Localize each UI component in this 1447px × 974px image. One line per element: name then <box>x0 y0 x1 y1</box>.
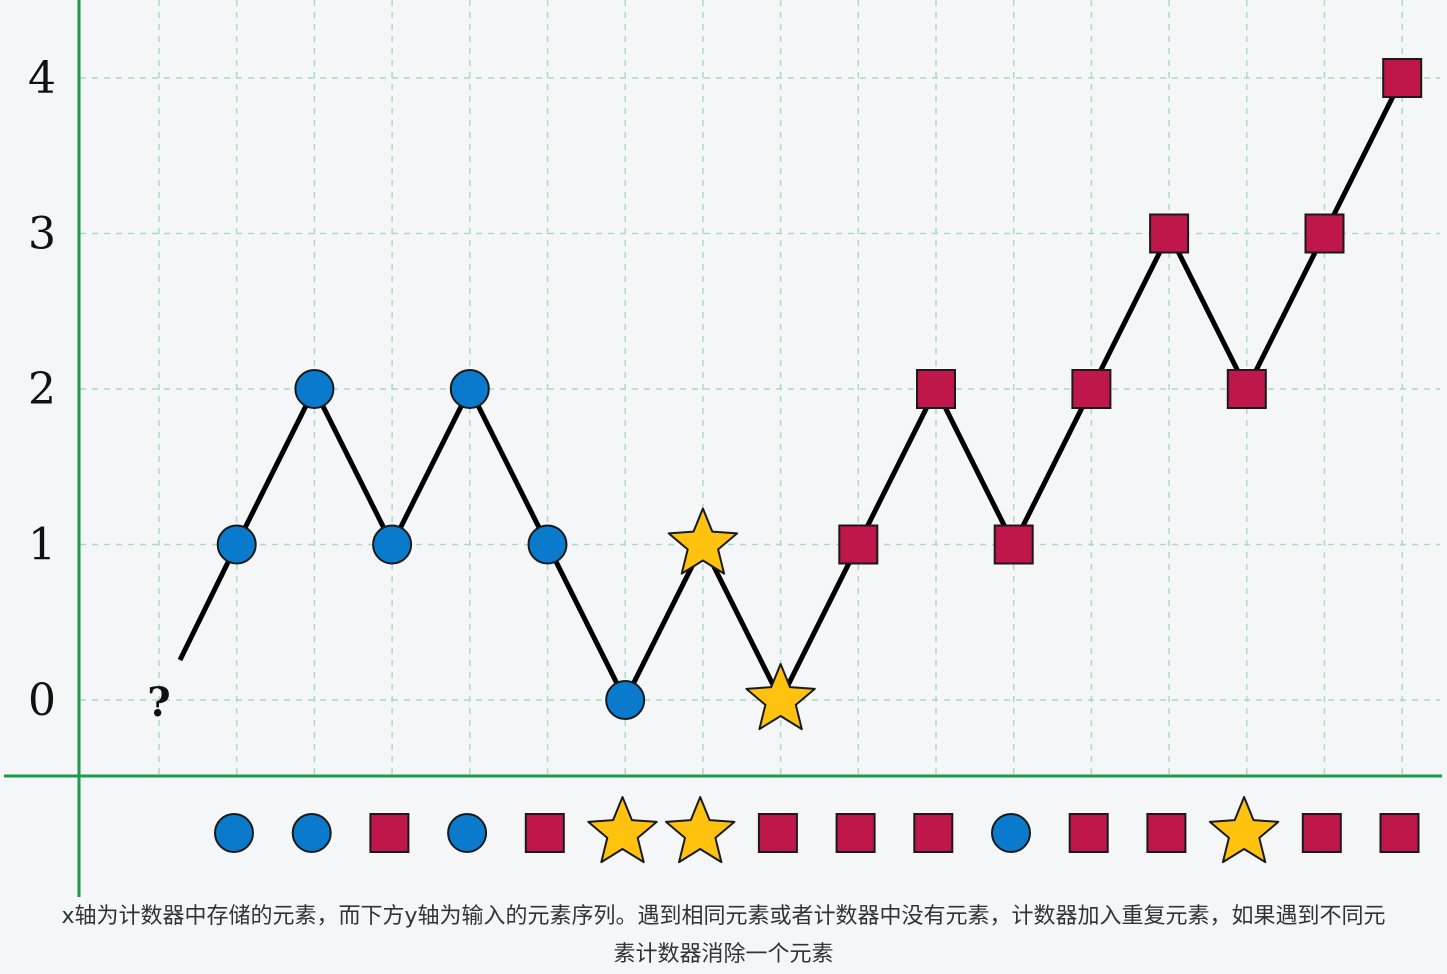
start-question-mark: ? <box>147 679 170 726</box>
y-tick-label: 2 <box>28 364 56 415</box>
input-item-square <box>1301 813 1342 853</box>
counter-marker-star <box>667 507 739 575</box>
input-item-square <box>1068 813 1109 853</box>
y-tick-labels: 0 1 2 3 4 <box>28 53 56 726</box>
input-item-star <box>587 796 658 864</box>
counter-marker-circle <box>294 369 335 409</box>
input-item-square <box>1146 813 1187 853</box>
y-tick-label: 1 <box>28 520 56 571</box>
counter-marker-circle <box>372 524 413 565</box>
input-item-square <box>1379 813 1420 853</box>
y-tick-label: 3 <box>28 209 56 260</box>
input-item-circle <box>991 813 1031 853</box>
input-item-star <box>665 796 736 864</box>
counter-marker-star <box>745 663 816 731</box>
counter-marker-circle <box>449 369 490 409</box>
counter-marker-square <box>838 524 879 565</box>
counter-marker-circle <box>605 680 646 720</box>
axes <box>4 0 1442 897</box>
input-item-square <box>757 813 798 853</box>
input-item-square <box>835 813 876 853</box>
input-item-square <box>369 813 410 853</box>
input-item-circle <box>447 813 488 853</box>
input-item-square <box>913 813 954 853</box>
input-item-star <box>1208 796 1280 864</box>
input-item-circle <box>291 813 332 853</box>
counter-marker-square <box>1382 58 1423 98</box>
counter-marker-circle <box>216 524 257 565</box>
counter-marker-square <box>1226 369 1267 409</box>
counter-marker-square <box>1149 213 1190 254</box>
counter-marker-square <box>1304 213 1345 254</box>
counter-marker-circle <box>527 524 568 565</box>
y-tick-label: 0 <box>28 675 56 726</box>
input-item-square <box>524 813 565 853</box>
counter-marker-square <box>1071 369 1112 409</box>
majority-vote-diagram: 0 1 2 3 4 ? <box>4 0 1442 897</box>
caption: x轴为计数器中存储的元素，而下方y轴为输入的元素序列。遇到相同元素或者计数器中没… <box>0 898 1447 974</box>
counter-markers <box>216 58 1423 731</box>
input-sequence-row <box>214 796 1420 864</box>
caption-line-1: x轴为计数器中存储的元素，而下方y轴为输入的元素序列。遇到相同元素或者计数器中没… <box>61 904 1386 929</box>
caption-line-2: 素计数器消除一个元素 <box>613 942 834 967</box>
counter-marker-square <box>916 369 956 409</box>
input-item-circle <box>214 813 254 853</box>
counter-marker-square <box>993 524 1034 565</box>
y-tick-label: 4 <box>28 53 56 104</box>
